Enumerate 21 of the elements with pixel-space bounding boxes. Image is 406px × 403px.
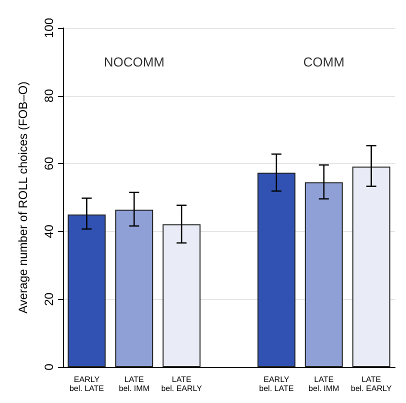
bar — [352, 166, 390, 367]
y-tick-label: 20 — [42, 292, 56, 306]
annotation: NOCOMM — [104, 54, 164, 70]
x-tick-label: LATE bel. EARLY — [161, 375, 203, 393]
bar — [304, 182, 343, 367]
y-tick-label: 60 — [42, 156, 56, 170]
x-tick-label: LATE bel. IMM — [118, 375, 150, 393]
y-tick-label: 40 — [42, 224, 56, 238]
y-tick-label: 0 — [42, 363, 56, 370]
x-tick-label: EARLY bel. LATE — [259, 375, 294, 393]
x-tick-label: LATE bel. IMM — [308, 375, 340, 393]
y-tick-label: 100 — [42, 18, 56, 38]
y-tick-label: 80 — [42, 88, 56, 102]
x-tick-label: LATE bel. EARLY — [350, 375, 392, 393]
y-axis-title: Average number of ROLL choices (FOB–O) — [16, 81, 30, 314]
bar — [257, 172, 296, 367]
bar — [162, 224, 201, 367]
bar — [115, 210, 154, 367]
annotation: COMM — [303, 54, 344, 70]
bar — [68, 214, 106, 367]
x-tick-label: EARLY bel. LATE — [69, 375, 104, 393]
